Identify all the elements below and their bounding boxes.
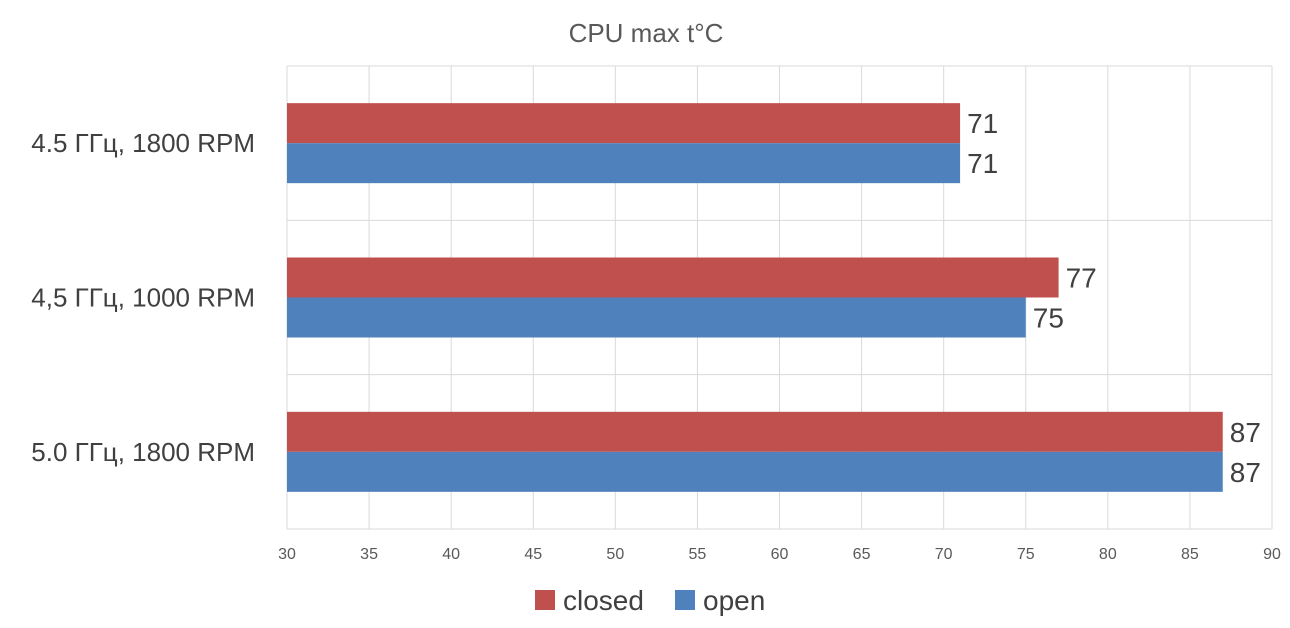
bars	[287, 103, 1223, 492]
category-label: 4.5 ГГц, 1800 RPM	[31, 128, 255, 158]
bar-closed	[287, 257, 1059, 298]
bar-open	[287, 143, 961, 184]
bar-open	[287, 297, 1026, 338]
x-tick-label: 65	[853, 546, 871, 563]
data-label-open: 87	[1230, 457, 1261, 488]
chart-title: CPU max t°C	[569, 18, 724, 48]
x-tick-label: 35	[360, 546, 378, 563]
x-tick-labels: 30 35 40 45 50 55 60 65 70 75 80 85 90	[278, 546, 1281, 563]
legend-swatch-open	[675, 590, 695, 610]
data-label-closed: 71	[967, 108, 998, 139]
x-tick-label: 55	[689, 546, 707, 563]
legend: closed open	[535, 585, 765, 616]
x-tick-label: 60	[771, 546, 789, 563]
category-label: 5.0 ГГц, 1800 RPM	[31, 437, 255, 467]
data-label-closed: 77	[1066, 263, 1097, 294]
x-tick-label: 40	[442, 546, 460, 563]
x-tick-label: 85	[1181, 546, 1199, 563]
legend-swatch-closed	[535, 590, 555, 610]
data-label-open: 75	[1033, 303, 1064, 334]
x-tick-label: 70	[935, 546, 953, 563]
x-tick-label: 50	[606, 546, 624, 563]
x-tick-label: 75	[1017, 546, 1035, 563]
data-label-open: 71	[967, 148, 998, 179]
legend-label-closed: closed	[563, 585, 644, 616]
x-tick-label: 30	[278, 546, 296, 563]
bar-closed	[287, 411, 1223, 452]
x-tick-label: 90	[1263, 546, 1281, 563]
legend-label-open: open	[703, 585, 765, 616]
x-tick-label: 80	[1099, 546, 1117, 563]
category-labels: 4.5 ГГц, 1800 RPM 4,5 ГГц, 1000 RPM 5.0 ГГ…	[31, 128, 255, 467]
bar-open	[287, 451, 1223, 492]
bar-closed	[287, 103, 961, 144]
category-label: 4,5 ГГц, 1000 RPM	[31, 283, 255, 313]
x-tick-label: 45	[524, 546, 542, 563]
data-label-closed: 87	[1230, 417, 1261, 448]
